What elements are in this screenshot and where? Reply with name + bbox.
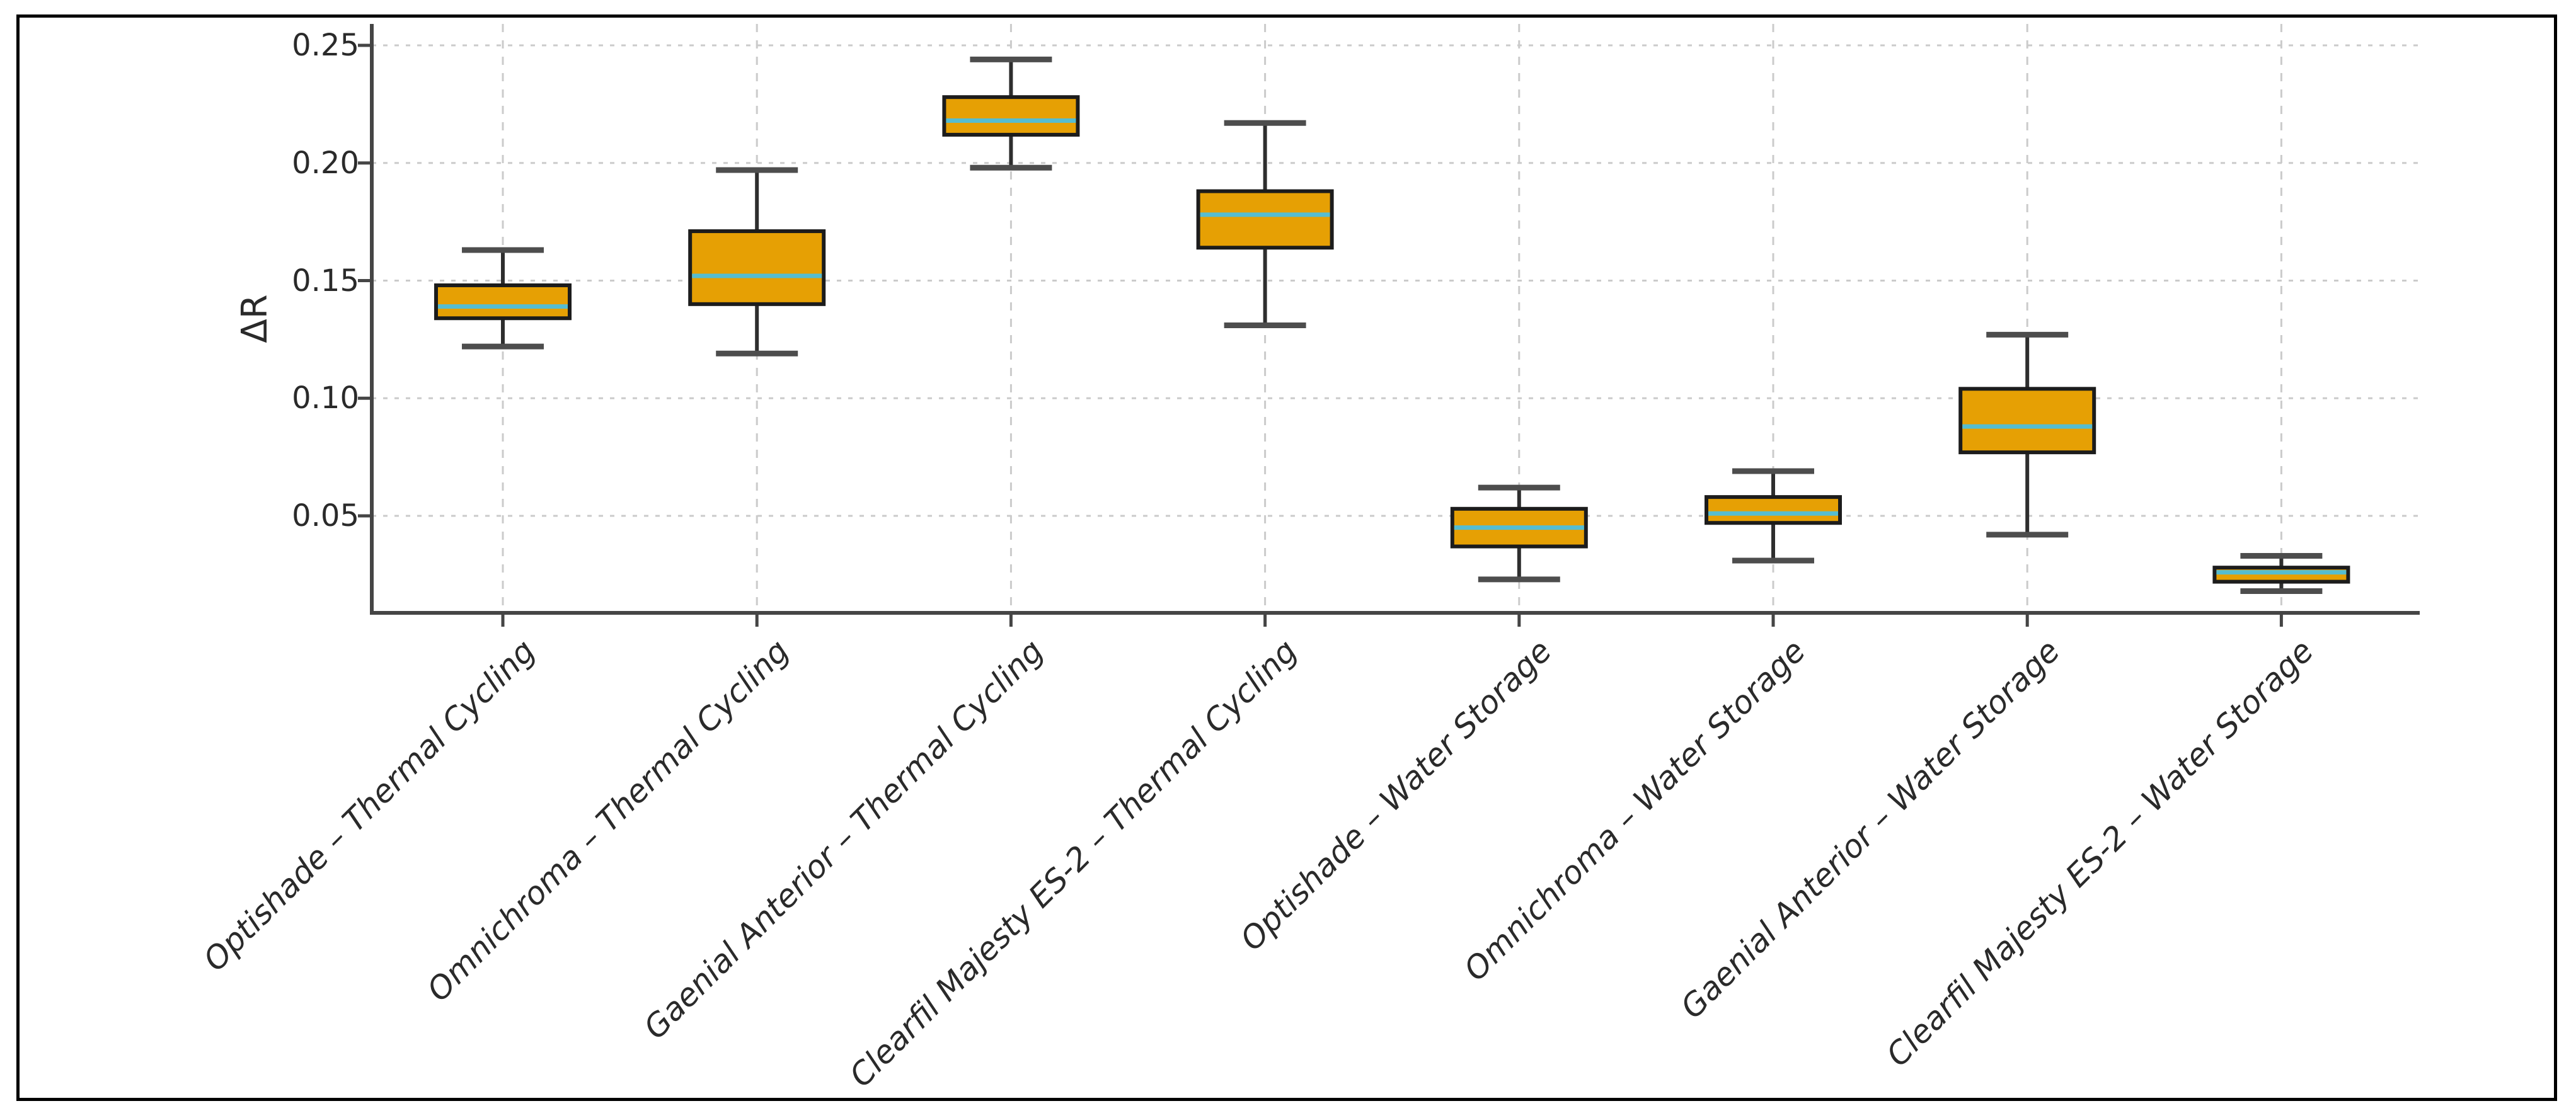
iqr-box [1196, 189, 1334, 250]
y-tick-label: 0.05 [292, 498, 359, 533]
iqr-box [1958, 387, 2096, 455]
y-tick-label: 0.20 [292, 145, 359, 181]
iqr-box [1705, 495, 1842, 525]
y-tick-label: 0.10 [292, 380, 359, 416]
y-tick-label: 0.25 [292, 28, 359, 63]
iqr-box [942, 95, 1080, 137]
iqr-box [2212, 566, 2350, 584]
y-tick-label: 0.15 [292, 263, 359, 299]
iqr-box [688, 229, 826, 306]
iqr-box [434, 283, 572, 321]
figure-border [16, 14, 2557, 1101]
